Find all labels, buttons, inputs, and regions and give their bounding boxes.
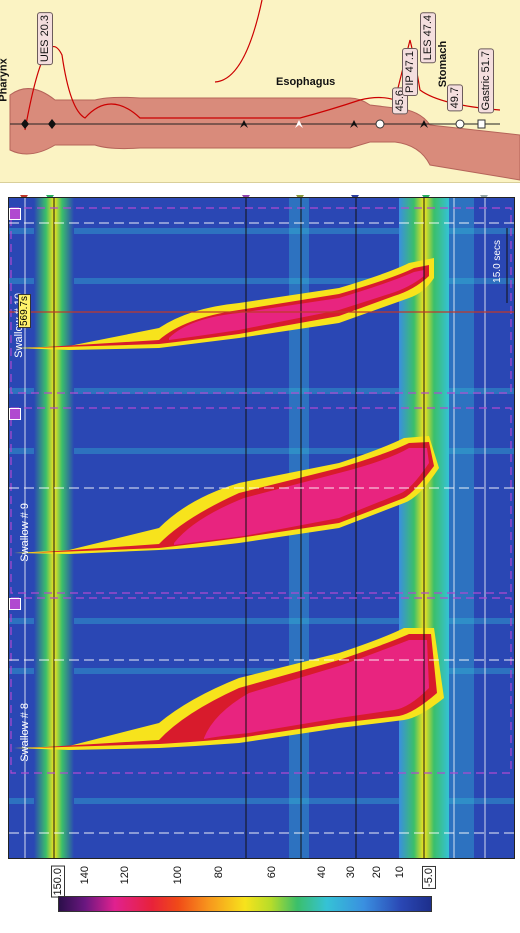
time-scale-label: 15.0 secs	[492, 240, 503, 283]
swallow-9-label[interactable]: Swallow # 9	[19, 503, 31, 562]
colorbar-tick: 100	[172, 866, 184, 885]
pressure-topography-plot[interactable]: Swallow # 10 Swallow # 9 Swallow # 8 569…	[8, 197, 515, 859]
colorbar-tick: 10	[394, 866, 406, 879]
colorbar-tick: 40	[316, 866, 328, 879]
anatomy-panel: Pharynx Esophagus Stomach UES 20.3 45.6 …	[0, 0, 520, 183]
colorbar-tick: 120	[119, 866, 131, 885]
pressure-heatmap	[9, 198, 514, 858]
colorbar-tick: 60	[266, 866, 278, 879]
les-sensor-tag[interactable]: LES 47.4	[420, 12, 436, 64]
stomach-label: Stomach	[437, 40, 450, 88]
esophagus-label: Esophagus	[276, 76, 336, 88]
colorbar-tick: 140	[79, 866, 91, 885]
swallow-9-marker-icon[interactable]	[9, 408, 21, 420]
colorbar-tick: 80	[213, 866, 225, 879]
ues-sensor-tag[interactable]: UES 20.3	[37, 12, 53, 66]
pip-sensor-tag[interactable]: PIP 47.1	[402, 48, 418, 96]
swallow-8-marker-icon[interactable]	[9, 598, 21, 610]
colorbar-min-label: -5.0	[422, 866, 436, 889]
esophagus-diagram	[9, 0, 520, 181]
swallow-10-marker-icon[interactable]	[9, 208, 21, 220]
colorbar-tick: 30	[345, 866, 357, 879]
colorbar-tick: 20	[371, 866, 383, 879]
pressure-colorbar	[58, 896, 432, 912]
swallow-8-label[interactable]: Swallow # 8	[19, 703, 31, 762]
colorbar-max-label: 150.0	[51, 866, 65, 898]
gastric-sensor-tag[interactable]: Gastric 51.7	[478, 48, 494, 114]
time-marker-label[interactable]: 569.7s	[18, 294, 31, 329]
sensor-49-7-tag[interactable]: 49.7	[447, 84, 463, 112]
pharynx-label: Pharynx	[0, 58, 10, 102]
